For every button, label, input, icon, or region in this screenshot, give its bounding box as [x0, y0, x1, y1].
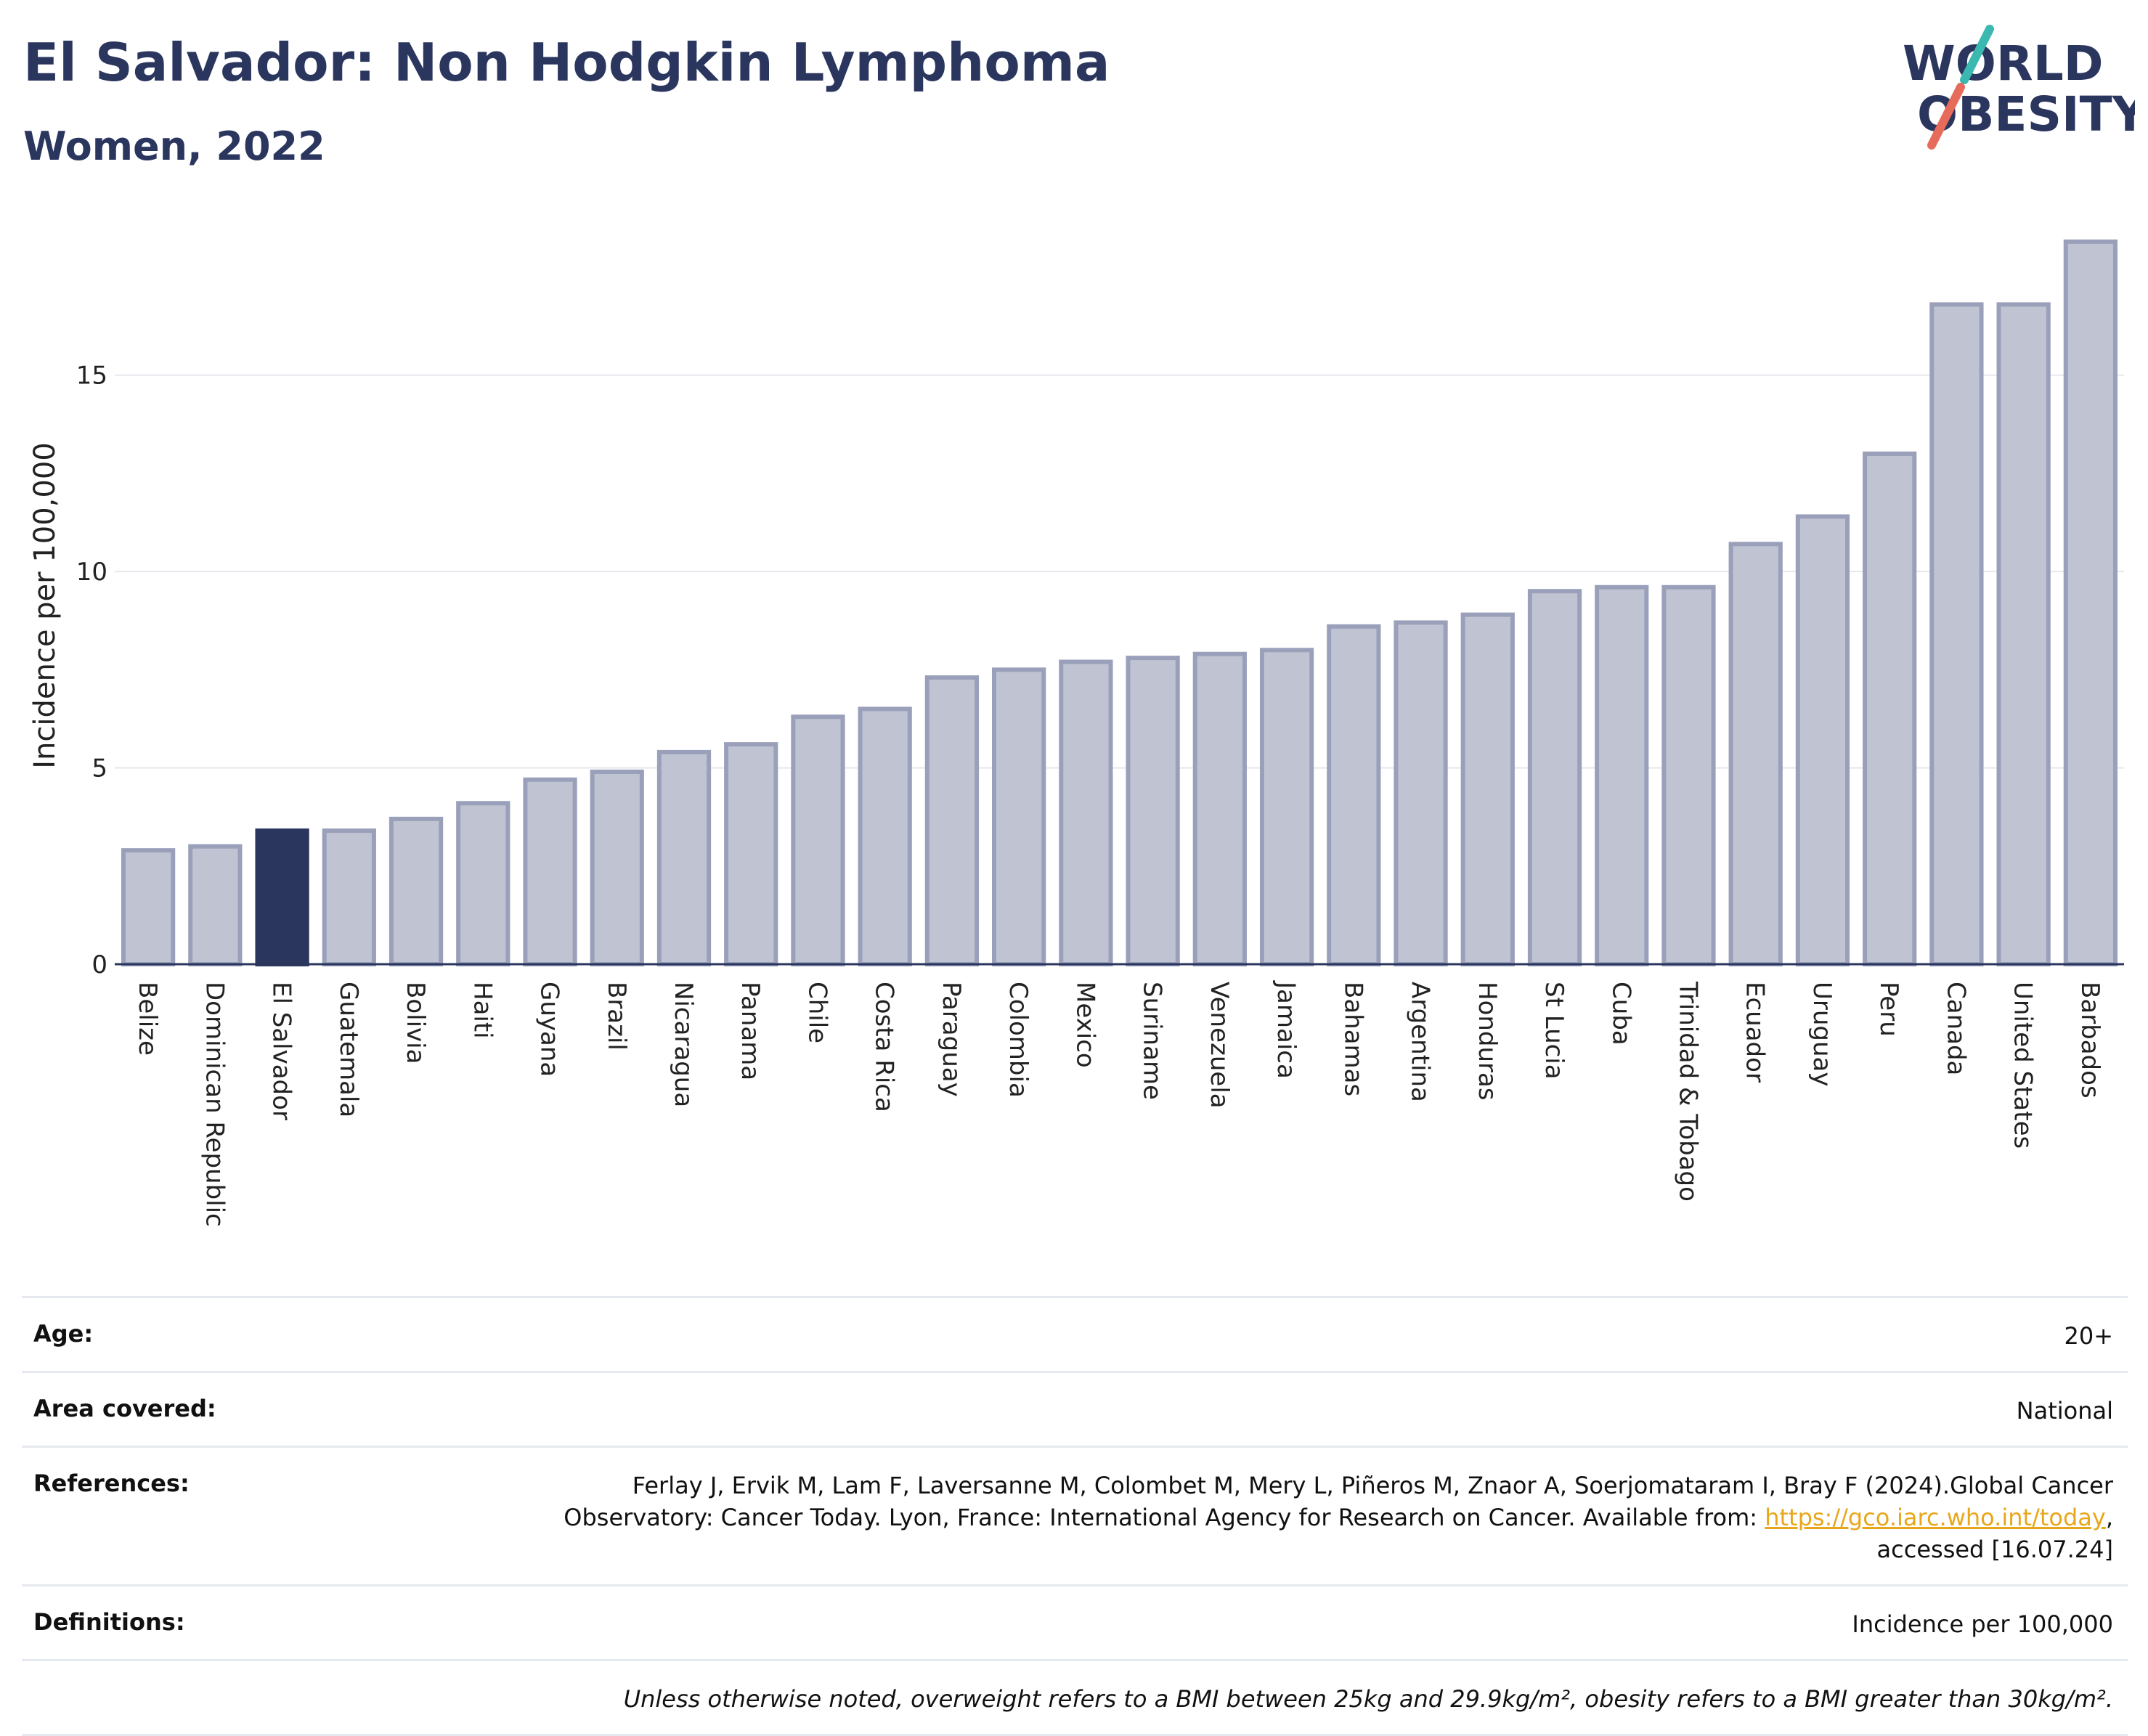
x-tick-label: El Salvador	[267, 982, 296, 1120]
x-tick-label: Colombia	[1004, 982, 1033, 1098]
x-tick-label: Venezuela	[1205, 982, 1234, 1109]
info-row-references: References: Ferlay J, Ervik M, Lam F, La…	[22, 1446, 2128, 1584]
x-tick-label: Guatemala	[334, 982, 363, 1117]
logo-line-1: WORLD	[1903, 36, 2104, 91]
x-tick-label: Argentina	[1406, 982, 1435, 1102]
references-line-1: Ferlay J, Ervik M, Lam F, Laversanne M, …	[632, 1472, 2113, 1499]
x-tick-label: Jamaica	[1272, 980, 1301, 1079]
x-tick-label: Dominican Republic	[200, 982, 229, 1227]
page-title: El Salvador: Non Hodgkin Lymphoma	[23, 32, 1110, 93]
y-tick-label: 0	[91, 950, 107, 979]
x-tick-label: Guyana	[535, 982, 564, 1077]
bar-cuba	[1595, 584, 1649, 966]
references-link[interactable]: https://gco.iarc.who.int/today	[1765, 1504, 2106, 1531]
bar-nicaragua	[656, 749, 712, 966]
x-tick-label: United States	[2009, 982, 2038, 1149]
bar-el-salvador	[255, 828, 309, 967]
references-label: References:	[33, 1470, 190, 1497]
x-tick-label: Barbados	[2075, 982, 2104, 1099]
x-tick-label: Costa Rica	[870, 982, 899, 1112]
bar-colombia	[992, 667, 1046, 967]
bmi-note: Unless otherwise noted, overweight refer…	[623, 1685, 2113, 1713]
bar-argentina	[1394, 620, 1448, 966]
x-tick-label: Bolivia	[401, 982, 430, 1064]
bar-mexico	[1059, 659, 1113, 967]
x-tick-label: Ecuador	[1741, 982, 1770, 1083]
bar-bahamas	[1327, 624, 1381, 966]
x-tick-label: Bahamas	[1338, 982, 1367, 1096]
x-tick-label: Canada	[1941, 982, 1970, 1075]
y-axis-label: Incidence per 100,000	[28, 442, 62, 769]
references-line-2: Observatory: Cancer Today. Lyon, France:…	[564, 1504, 1765, 1531]
bars	[121, 239, 2118, 967]
info-table: Age: 20+ Area covered: National Referenc…	[22, 1296, 2128, 1736]
x-tick-label: Chile	[802, 982, 831, 1043]
bar-honduras	[1460, 612, 1515, 966]
bar-dominican-republic	[188, 844, 243, 967]
page-subtitle: Women, 2022	[23, 123, 325, 169]
definitions-value: Incidence per 100,000	[1852, 1610, 2113, 1638]
x-tick-label: Suriname	[1138, 982, 1167, 1100]
x-axis-ticks: Belize Dominican Republic El Salvador Guate…	[133, 980, 2104, 1227]
bar-barbados	[2063, 239, 2118, 966]
info-row-age: Age: 20+	[22, 1296, 2128, 1371]
bar-suriname	[1126, 656, 1180, 966]
y-tick-label: 10	[76, 558, 107, 587]
bar-united-states	[1996, 302, 2051, 966]
x-tick-label: Trinidad & Tobago	[1673, 981, 1702, 1202]
world-obesity-logo: WORLD OBESITY	[1903, 25, 2135, 150]
x-tick-label: Nicaragua	[669, 982, 698, 1107]
logo-slash-coral	[1927, 83, 1965, 150]
age-value: 20+	[2064, 1322, 2113, 1350]
references-line-2-end: ,	[2105, 1504, 2113, 1531]
references-line-3: accessed [16.07.24]	[1876, 1536, 2113, 1563]
definitions-label: Definitions:	[33, 1608, 185, 1636]
bar-paraguay	[924, 675, 980, 966]
y-tick-label: 5	[91, 754, 107, 783]
bar-guatemala	[322, 828, 376, 967]
age-label: Age:	[33, 1320, 94, 1348]
x-tick-label: Honduras	[1473, 982, 1502, 1101]
bar-costa-rica	[858, 706, 912, 966]
bar-jamaica	[1259, 648, 1314, 966]
bar-canada	[1929, 302, 1984, 966]
info-row-note: Unless otherwise noted, overweight refer…	[22, 1659, 2128, 1736]
logo-slash-teal	[1960, 25, 1994, 84]
bar-haiti	[456, 801, 510, 966]
x-tick-label: Mexico	[1070, 982, 1099, 1068]
bar-chart: 0 5 10 15 Belize Dominican Republic El Salvad…	[28, 239, 2124, 1227]
x-tick-label: St Lucia	[1539, 982, 1569, 1080]
bar-brazil	[590, 769, 644, 967]
x-tick-label: Panama	[736, 982, 765, 1080]
info-row-area: Area covered: National	[22, 1371, 2128, 1446]
x-tick-label: Peru	[1874, 982, 1903, 1037]
bar-venezuela	[1192, 651, 1247, 967]
bar-chile	[791, 714, 845, 966]
bar-trinidad-tobago	[1661, 584, 1716, 966]
x-tick-label: Cuba	[1606, 982, 1635, 1046]
bar-bolivia	[388, 816, 444, 966]
bar-panama	[724, 742, 778, 966]
area-label: Area covered:	[33, 1395, 216, 1422]
area-value: National	[2016, 1397, 2113, 1425]
bar-ecuador	[1728, 542, 1783, 966]
bar-uruguay	[1795, 514, 1850, 966]
grid-lines	[115, 374, 2124, 769]
info-row-definitions: Definitions: Incidence per 100,000	[22, 1584, 2128, 1659]
x-tick-label: Uruguay	[1807, 982, 1836, 1087]
x-tick-label: Belize	[133, 982, 162, 1056]
bar-peru	[1863, 451, 1917, 966]
bar-st-lucia	[1527, 589, 1582, 966]
x-tick-label: Brazil	[602, 982, 631, 1051]
references-value: Ferlay J, Ervik M, Lam F, Laversanne M, …	[564, 1470, 2113, 1565]
bar-guyana	[523, 777, 577, 966]
x-tick-label: Paraguay	[937, 982, 966, 1097]
y-axis-ticks: 0 5 10 15	[76, 362, 107, 979]
x-tick-label: Haiti	[468, 982, 497, 1039]
y-tick-label: 15	[76, 362, 107, 391]
bar-belize	[121, 848, 176, 966]
